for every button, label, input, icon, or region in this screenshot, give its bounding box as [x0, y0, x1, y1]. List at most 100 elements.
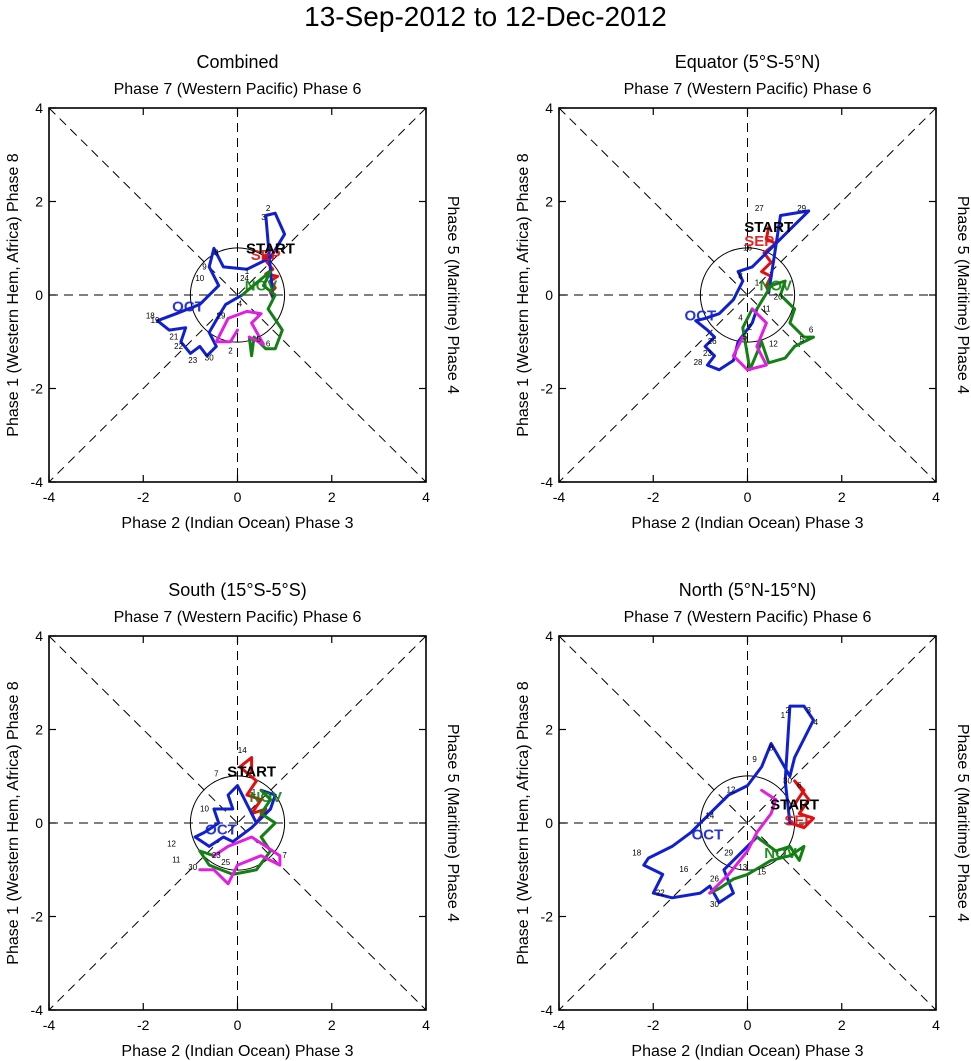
day-label: 23 — [212, 851, 221, 860]
day-label: 1 — [781, 711, 786, 720]
day-label: 13 — [738, 863, 747, 872]
panel-title: Combined — [196, 52, 278, 72]
day-label: 21 — [169, 332, 178, 341]
panel-title: North (5°N-15°N) — [679, 580, 816, 600]
series-oct-line — [642, 704, 815, 904]
day-label: 5 — [256, 335, 261, 344]
month-label-nov: NOV — [760, 277, 793, 294]
day-label: 30 — [710, 900, 719, 909]
series-sep-line — [238, 756, 268, 825]
x-axis-label: Phase 2 (Indian Ocean) Phase 3 — [631, 515, 863, 532]
month-label-sep: SEP — [251, 247, 281, 264]
phase-diagonal — [558, 107, 937, 483]
start-label: START — [227, 764, 276, 781]
day-label: 5 — [799, 335, 804, 344]
x-tick-label: -4 — [553, 1017, 566, 1033]
x-tick-label: 4 — [422, 489, 430, 505]
x-tick-label: -4 — [553, 489, 566, 505]
y-tick-label: -4 — [31, 474, 44, 490]
x-tick-label: -4 — [43, 489, 56, 505]
x-tick-label: 4 — [932, 489, 940, 505]
unit-circle — [189, 247, 286, 343]
left-axis-label: Phase 1 (Western Hem, Africa) Phase 8 — [5, 153, 22, 436]
top-axis-label: Phase 7 (Western Pacific) Phase 6 — [624, 609, 872, 626]
day-label: 8 — [769, 744, 774, 753]
day-label: 12 — [769, 339, 778, 348]
panel-title: Equator (5°S-5°N) — [675, 52, 820, 72]
series-sep-line — [760, 225, 778, 295]
day-label: 8 — [214, 248, 219, 257]
phase-diagonal — [48, 107, 427, 483]
day-label: 29 — [724, 849, 733, 858]
y-tick-label: 0 — [545, 287, 553, 303]
day-label: 6 — [797, 781, 802, 790]
day-label: 30 — [205, 353, 214, 362]
series-oct-line — [155, 211, 287, 358]
x-tick-label: 2 — [328, 489, 336, 505]
phase-diagonal — [558, 107, 937, 483]
x-tick-label: 2 — [328, 1017, 336, 1033]
phase-diagonal — [48, 635, 427, 1011]
y-tick-label: 0 — [35, 815, 43, 831]
day-label: 25 — [221, 858, 230, 867]
y-tick-label: -2 — [31, 381, 44, 397]
day-label: 10 — [195, 274, 204, 283]
day-label: 1 — [245, 267, 250, 276]
series-dec-line — [731, 307, 768, 372]
series-dec-line — [198, 835, 282, 886]
x-tick-label: 0 — [744, 1017, 752, 1033]
month-label-sep: SEP — [784, 812, 814, 829]
series-oct-line — [694, 209, 811, 372]
day-label: 6 — [266, 339, 271, 348]
month-label-oct: OCT — [172, 298, 204, 315]
unit-circle — [699, 247, 796, 343]
start-label: START — [744, 219, 793, 236]
phase-diagonal — [48, 107, 427, 483]
y-tick-label: 2 — [545, 722, 553, 738]
series-sep-line — [788, 779, 815, 830]
right-axis-label: Phase 5 (Maritime) Phase 4 — [444, 724, 461, 922]
day-label: 23 — [703, 349, 712, 358]
panel-4: -4 -2 0 2 4 4 2 0 -2 -4 North (5°N-15°N) Phase 7 (W… — [515, 580, 971, 1060]
day-label: 9 — [202, 262, 207, 271]
day-label: 26 — [710, 874, 719, 883]
day-label: 11 — [172, 856, 181, 865]
unit-circle — [189, 775, 286, 871]
y-tick-label: 4 — [545, 100, 553, 116]
series-dec-line — [708, 788, 778, 895]
x-tick-label: 2 — [838, 1017, 846, 1033]
left-axis-label: Phase 1 (Western Hem, Africa) Phase 8 — [5, 681, 22, 964]
day-label: 14 — [705, 811, 714, 820]
right-axis-label: Phase 5 (Maritime) Phase 4 — [954, 724, 971, 922]
y-tick-label: 4 — [35, 100, 43, 116]
right-axis-label: Phase 5 (Maritime) Phase 4 — [444, 196, 461, 394]
day-label: 2 — [228, 346, 233, 355]
y-tick-label: -2 — [541, 909, 554, 925]
start-label: START — [246, 240, 295, 257]
day-label: 2 — [266, 204, 271, 213]
panel-title: South (15°S-5°S) — [168, 580, 306, 600]
month-label-oct: OCT — [685, 308, 717, 325]
day-label: 2 — [748, 323, 753, 332]
day-label: 8 — [738, 272, 743, 281]
day-label: 3 — [261, 213, 266, 222]
x-tick-label: -2 — [137, 1017, 150, 1033]
day-label: 1 — [755, 279, 760, 288]
phase-diagonal — [558, 635, 937, 1011]
left-axis-label: Phase 1 (Western Hem, Africa) Phase 8 — [515, 153, 532, 436]
x-tick-label: -2 — [647, 1017, 660, 1033]
figure-title: 13-Sep-2012 to 12-Dec-2012 — [304, 1, 667, 32]
day-label: 24 — [240, 274, 249, 283]
month-label-oct: OCT — [692, 826, 724, 843]
phase-diagonal — [558, 635, 937, 1011]
day-label: 12 — [167, 839, 176, 848]
x-tick-label: -2 — [137, 489, 150, 505]
day-label: 9 — [752, 755, 757, 764]
x-axis-label: Phase 2 (Indian Ocean) Phase 3 — [631, 1043, 863, 1060]
y-tick-label: 2 — [545, 194, 553, 210]
panel-3: -4 -2 0 2 4 4 2 0 -2 -4 South (15°S-5°S) Phase 7 (W… — [5, 580, 461, 1060]
left-axis-label: Phase 1 (Western Hem, Africa) Phase 8 — [515, 681, 532, 964]
day-label: 7 — [214, 769, 219, 778]
top-axis-label: Phase 7 (Western Pacific) Phase 6 — [114, 609, 362, 626]
